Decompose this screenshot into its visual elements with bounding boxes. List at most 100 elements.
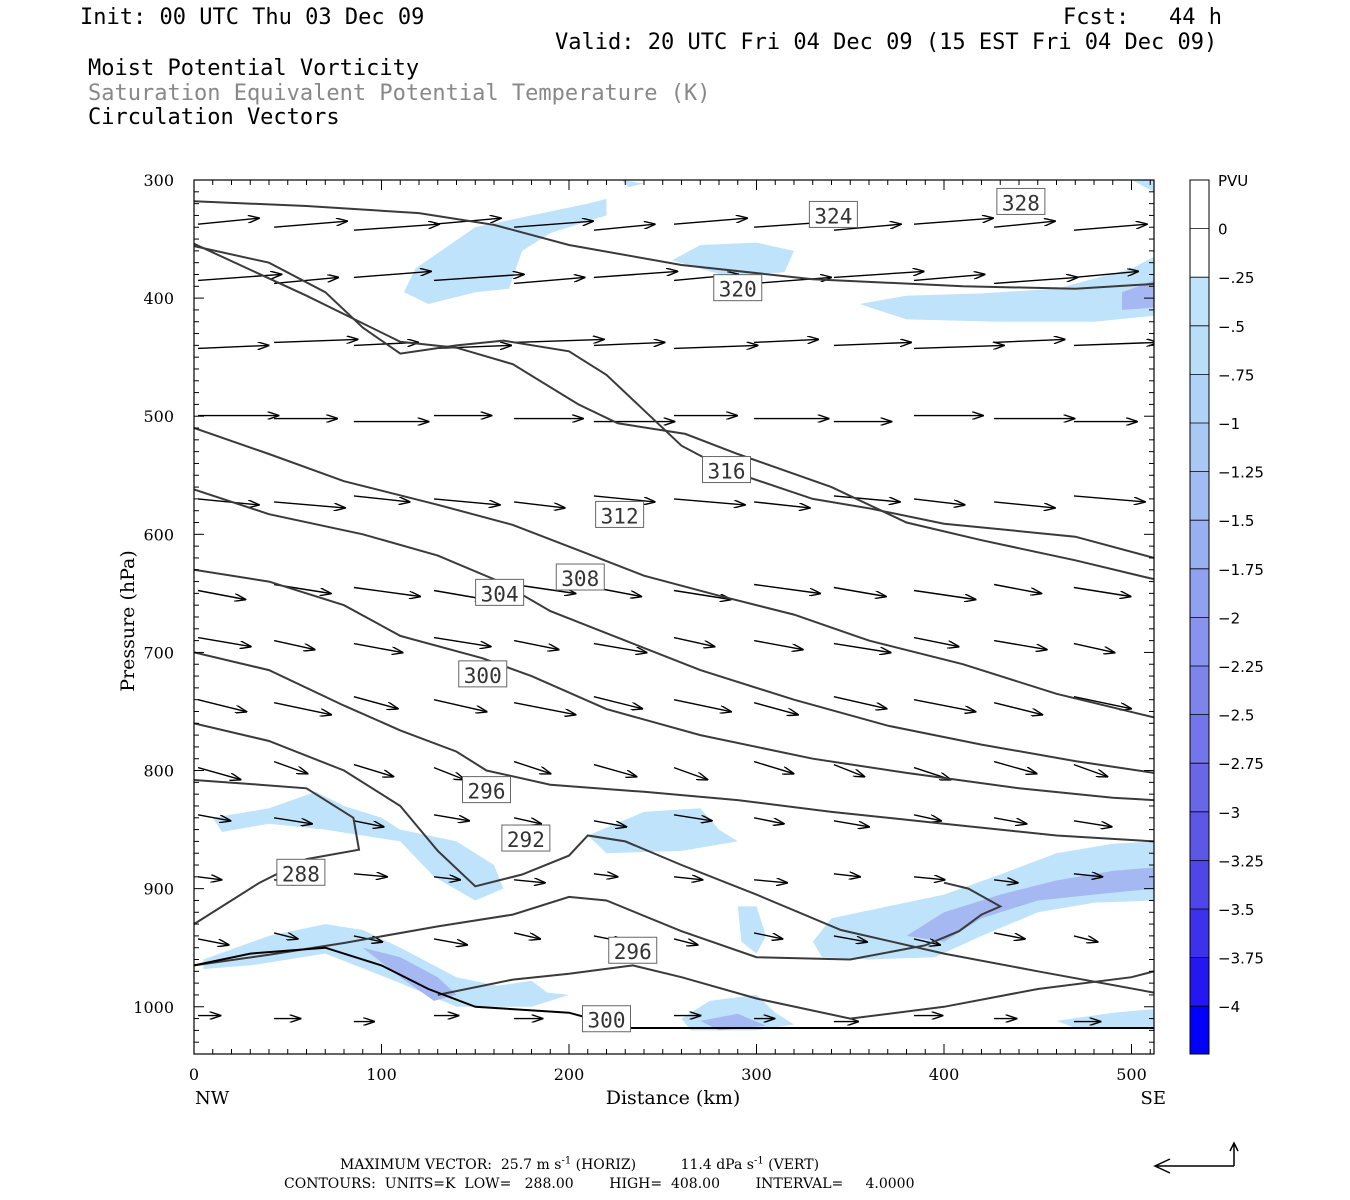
circulation-vector: [1073, 820, 1112, 827]
pv-shade-region: [859, 256, 1154, 322]
circulation-vector: [913, 589, 975, 600]
circulation-vector: [593, 224, 655, 231]
contour-label-box: [713, 274, 763, 302]
circulation-vector: [514, 339, 604, 342]
circulation-vector: [1073, 586, 1131, 597]
isentrope-line: [194, 488, 1154, 774]
y-tick-label: 700: [143, 643, 174, 662]
colorbar-cell: [1190, 860, 1209, 909]
contour-label-box: [702, 456, 751, 484]
colorbar-label: −3: [1218, 804, 1240, 822]
circulation-vector: [913, 699, 975, 712]
circulation-vector: [273, 639, 315, 650]
isentrope-line: [194, 200, 1154, 290]
y-tick-label: 400: [143, 289, 174, 308]
circulation-vector: [913, 274, 985, 282]
pv-shade-region: [1122, 280, 1154, 310]
contour-label-box: [996, 187, 1046, 215]
contour-label-box: [808, 200, 858, 228]
circulation-vector: [274, 339, 357, 342]
circulation-vector: [197, 938, 229, 945]
contour-label: 324: [808, 200, 858, 228]
circulation-vector: [673, 345, 757, 348]
circulation-vector: [353, 271, 431, 279]
circulation-vector: [753, 932, 782, 939]
circulation-vector: [514, 501, 565, 508]
circulation-vector: [913, 814, 941, 821]
circulation-vector: [433, 345, 511, 348]
circulation-vector: [513, 639, 559, 650]
circulation-vector: [514, 221, 593, 228]
max-horiz-unit: (HORIZ): [575, 1157, 637, 1173]
circulation-vector: [994, 880, 1018, 883]
circulation-vector: [913, 877, 945, 880]
pv-shade-region: [587, 808, 738, 854]
isentrope-line: [194, 651, 1154, 843]
contour-label-text: 292: [507, 828, 545, 852]
circulation-vector: [273, 760, 307, 774]
reference-vector-icon: [1153, 1141, 1239, 1174]
circulation-vector: [514, 880, 545, 883]
forecast-hour: Fcst: 44 h: [1063, 5, 1222, 30]
init-time: Init: 00 UTC Thu 03 Dec 09: [80, 5, 425, 30]
colorbar-label: −3.5: [1218, 901, 1254, 919]
colorbar-label: −.75: [1218, 366, 1254, 384]
pv-shade-region: [700, 1013, 766, 1031]
isentrope-line: [194, 242, 1154, 581]
pv-shade-region: [737, 906, 766, 954]
circulation-vector: [593, 874, 618, 877]
contour-label: 300: [458, 660, 508, 688]
circulation-vector: [673, 636, 715, 647]
circulation-vector: [833, 763, 864, 777]
y-tick-label: 500: [143, 407, 174, 426]
contour-label: 304: [475, 578, 525, 606]
colorbar-cell: [1190, 714, 1209, 764]
contour-label: 308: [555, 563, 605, 591]
circulation-vector: [673, 766, 707, 780]
contour-label-text: 308: [561, 567, 599, 591]
y-axis-label: Pressure (hPa): [117, 550, 139, 692]
contour-label-box: [582, 1005, 631, 1033]
y-tick-label: 600: [143, 525, 174, 544]
circulation-vector: [994, 339, 1065, 342]
circulation-vector: [833, 642, 891, 653]
y-tick-label: 800: [143, 762, 174, 781]
circulation-vector: [197, 589, 245, 600]
circulation-vector: [353, 763, 394, 777]
colorbar-cell: [1190, 423, 1209, 472]
circulation-vector: [197, 345, 269, 348]
colorbar-cell: [1190, 180, 1209, 229]
contour-label-text: 312: [601, 504, 639, 528]
contour-label: 288: [276, 858, 326, 886]
pv-shade-region: [475, 980, 551, 1005]
circulation-vector: [197, 218, 259, 225]
circulation-vector: [994, 221, 1055, 228]
circulation-vector: [753, 760, 793, 774]
circulation-vector: [353, 874, 387, 877]
field-title-mpv: Moist Potential Vorticity: [88, 56, 420, 81]
circulation-vector: [433, 877, 460, 880]
circulation-vector: [513, 583, 575, 594]
circulation-vector: [593, 763, 637, 777]
colorbar-title: PVU: [1218, 172, 1248, 190]
circulation-vector: [993, 932, 1025, 939]
circulation-vector: [273, 702, 331, 715]
circulation-vector: [513, 760, 550, 774]
circulation-vector: [753, 817, 784, 824]
contour-label-text: 296: [614, 940, 652, 964]
contour-label-box: [276, 858, 326, 886]
field-title-thetae: Saturation Equivalent Potential Temperat…: [88, 81, 711, 106]
contour-label-text: 316: [708, 460, 746, 484]
max-vert-unit: (VERT): [768, 1157, 820, 1173]
circulation-vector: [197, 274, 281, 282]
circulation-vector: [993, 760, 1037, 774]
circulation-vector: [513, 932, 540, 939]
circulation-vector: [433, 699, 487, 712]
circulation-vector: [593, 696, 642, 709]
circulation-vector: [593, 642, 647, 653]
circulation-vector: [833, 696, 887, 709]
x-tick-label: 100: [366, 1065, 397, 1084]
x-end-label-se: SE: [1141, 1088, 1166, 1109]
circulation-vector: [593, 495, 655, 502]
